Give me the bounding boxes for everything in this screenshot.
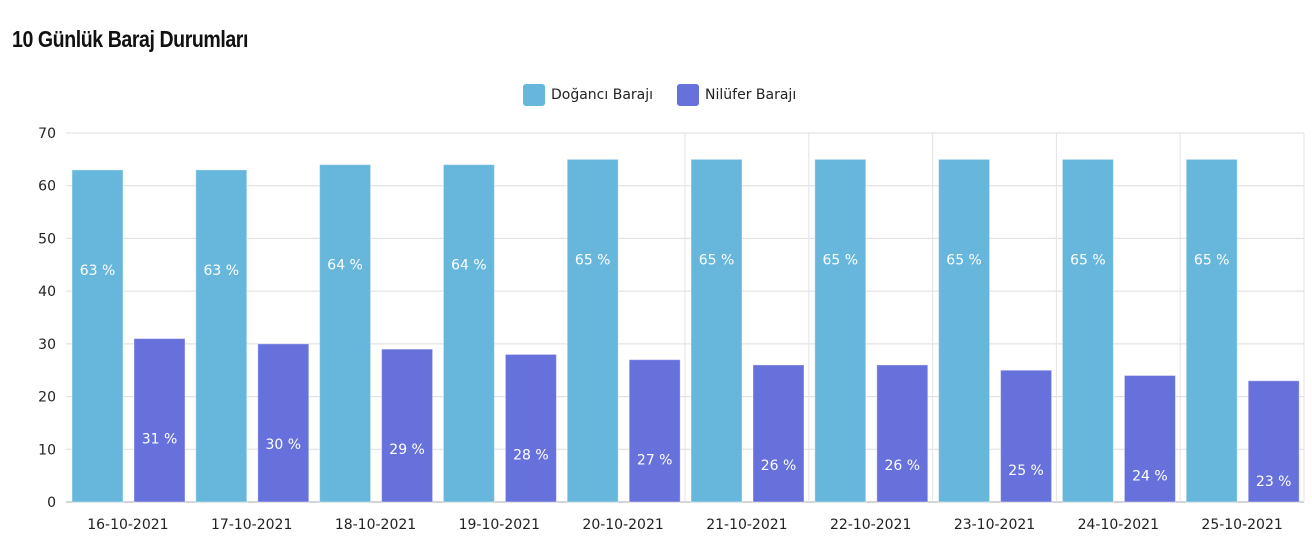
bar	[71, 169, 124, 503]
bar	[381, 348, 434, 503]
bar	[690, 158, 743, 503]
bar-value-label: 65 %	[1070, 252, 1106, 268]
bar	[814, 158, 867, 503]
x-tick-label: 18-10-2021	[335, 517, 416, 533]
y-tick-label: 50	[38, 231, 56, 247]
bar-value-label: 27 %	[637, 453, 673, 469]
x-tick-label: 16-10-2021	[87, 517, 168, 533]
bar-value-label: 65 %	[1194, 252, 1230, 268]
y-tick-label: 10	[38, 442, 56, 458]
legend-swatch	[523, 84, 545, 106]
legend-item-doganci[interactable]: Doğancı Barajı	[523, 84, 653, 106]
y-tick-label: 20	[38, 390, 56, 406]
bar-value-label: 65 %	[823, 252, 859, 268]
x-tick-label: 17-10-2021	[211, 517, 292, 533]
bar-value-label: 65 %	[575, 252, 611, 268]
bar	[628, 359, 681, 503]
bar-value-label: 63 %	[80, 263, 116, 279]
x-tick-label: 22-10-2021	[830, 517, 911, 533]
bar	[442, 164, 495, 503]
bar	[1123, 374, 1176, 503]
bar	[257, 343, 310, 503]
bar	[876, 364, 929, 503]
y-tick-label: 0	[47, 495, 56, 511]
bar	[1000, 369, 1053, 503]
x-tick-label: 19-10-2021	[459, 517, 540, 533]
bar	[1061, 158, 1114, 503]
bar	[938, 158, 991, 503]
bar	[504, 353, 557, 503]
bar-value-label: 63 %	[204, 263, 240, 279]
bar	[1247, 380, 1300, 503]
legend-item-nilufer[interactable]: Nilüfer Barajı	[677, 84, 796, 106]
bar-value-label: 29 %	[389, 442, 425, 458]
bar-value-label: 28 %	[513, 447, 549, 463]
bar-value-label: 26 %	[885, 458, 921, 474]
legend: Doğancı Barajı Nilüfer Barajı	[523, 84, 796, 106]
legend-swatch	[677, 84, 700, 106]
bar	[566, 158, 619, 503]
bar	[133, 338, 186, 503]
legend-label: Nilüfer Barajı	[705, 87, 797, 103]
y-tick-label: 40	[38, 284, 56, 300]
bar-value-label: 31 %	[142, 432, 178, 448]
bar-value-label: 23 %	[1256, 474, 1292, 490]
x-tick-label: 20-10-2021	[582, 517, 663, 533]
y-tick-label: 60	[38, 179, 56, 195]
bar-value-label: 65 %	[699, 252, 735, 268]
bar-value-label: 24 %	[1132, 468, 1168, 484]
bar-value-label: 26 %	[761, 458, 797, 474]
bar-value-label: 30 %	[266, 437, 302, 453]
x-tick-label: 24-10-2021	[1078, 517, 1159, 533]
bar	[1185, 158, 1238, 503]
x-tick-label: 21-10-2021	[706, 517, 787, 533]
bar-value-label: 64 %	[327, 258, 363, 274]
y-tick-label: 70	[38, 126, 56, 142]
legend-label: Doğancı Barajı	[551, 87, 654, 103]
x-tick-label: 25-10-2021	[1201, 517, 1282, 533]
bar-value-label: 65 %	[946, 252, 982, 268]
bar	[319, 164, 372, 503]
bar-value-label: 25 %	[1008, 463, 1044, 479]
y-tick-label: 30	[38, 337, 56, 353]
bar	[752, 364, 805, 503]
x-tick-label: 23-10-2021	[954, 517, 1035, 533]
bar	[195, 169, 248, 503]
chart-title: 10 Günlük Baraj Durumları	[12, 26, 248, 52]
bar-value-label: 64 %	[451, 258, 487, 274]
